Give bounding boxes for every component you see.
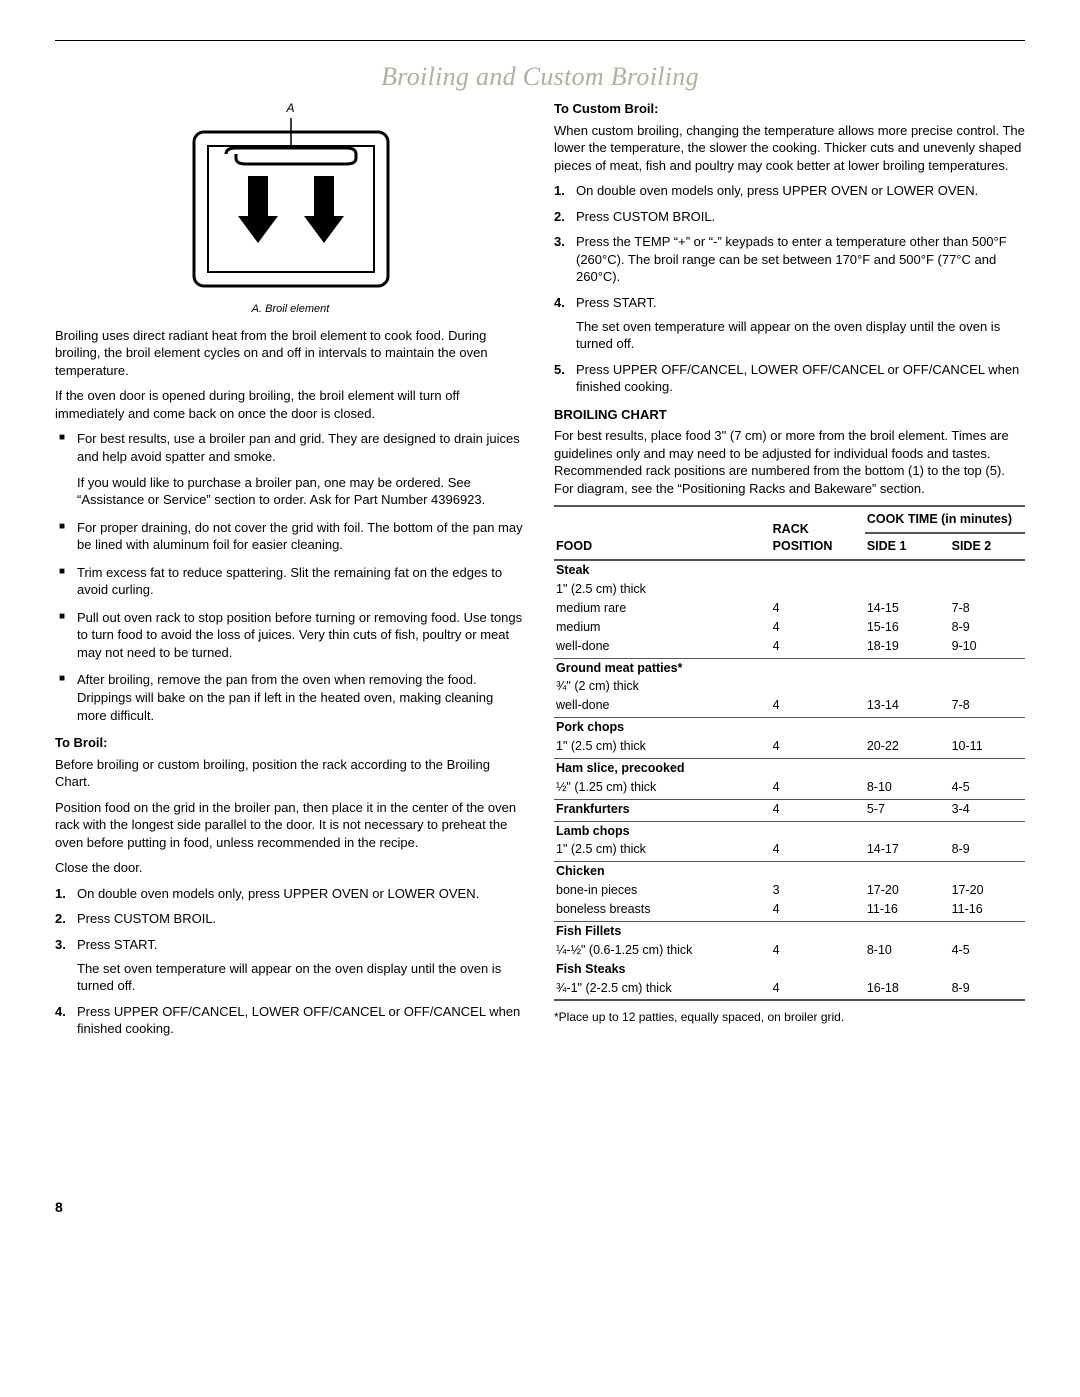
diagram-letter: A xyxy=(55,100,526,116)
tip-4: Pull out oven rack to stop position befo… xyxy=(55,609,526,662)
to-broil-heading: To Broil: xyxy=(55,734,526,752)
table-row: Frankfurters45-73-4 xyxy=(554,799,1025,818)
to-broil-steps: 1.On double oven models only, press UPPE… xyxy=(55,885,526,1038)
table-row: ¼-½" (0.6-1.25 cm) thick48-104-5 xyxy=(554,941,1025,960)
table-row: medium rare414-157-8 xyxy=(554,599,1025,618)
broiling-chart-table: FOOD RACK POSITION COOK TIME (in minutes… xyxy=(554,507,1025,1001)
food-chicken: Chicken xyxy=(554,862,771,881)
table-row: well-done413-147-8 xyxy=(554,696,1025,715)
left-column: A A. Broil element Broiling uses direct … xyxy=(55,100,526,1048)
oven-diagram-icon xyxy=(186,118,396,293)
food-fish-steaks: Fish Steaks xyxy=(554,960,771,979)
food-ham: Ham slice, precooked xyxy=(554,758,771,777)
page-number: 8 xyxy=(55,1198,1025,1217)
tip-1: For best results, use a broiler pan and … xyxy=(55,430,526,508)
broiling-chart-heading: BROILING CHART xyxy=(554,406,1025,424)
two-column-layout: A A. Broil element Broiling uses direct … xyxy=(55,100,1025,1048)
to-broil-p2: Position food on the grid in the broiler… xyxy=(55,799,526,852)
custom-broil-heading: To Custom Broil: xyxy=(554,100,1025,118)
table-row: well-done418-199-10 xyxy=(554,637,1025,656)
tb-step-2: 2.Press CUSTOM BROIL. xyxy=(55,910,526,928)
cb-step-5: 5.Press UPPER OFF/CANCEL, LOWER OFF/CANC… xyxy=(554,361,1025,396)
page-title: Broiling and Custom Broiling xyxy=(55,59,1025,94)
th-side2: SIDE 2 xyxy=(950,533,1025,560)
cb-step-2: 2.Press CUSTOM BROIL. xyxy=(554,208,1025,226)
food-lamb: Lamb chops xyxy=(554,821,771,840)
intro-p2: If the oven door is opened during broili… xyxy=(55,387,526,422)
food-pork: Pork chops xyxy=(554,718,771,737)
table-row: medium415-168-9 xyxy=(554,618,1025,637)
table-row: ½" (1.25 cm) thick48-104-5 xyxy=(554,778,1025,797)
tip-3: Trim excess fat to reduce spattering. Sl… xyxy=(55,564,526,599)
food-frankfurters: Frankfurters xyxy=(554,799,771,818)
table-row: boneless breasts411-1611-16 xyxy=(554,900,1025,919)
th-side1: SIDE 1 xyxy=(865,533,950,560)
tb-step-3: 3. Press START. The set oven temperature… xyxy=(55,936,526,995)
cb-step-3: 3.Press the TEMP “+” or “-” keypads to e… xyxy=(554,233,1025,286)
broil-diagram: A xyxy=(55,100,526,298)
th-food: FOOD xyxy=(554,507,771,560)
cb-step-1: 1.On double oven models only, press UPPE… xyxy=(554,182,1025,200)
chart-footnote: *Place up to 12 patties, equally spaced,… xyxy=(554,1009,1025,1025)
table-row: ¾-1" (2-2.5 cm) thick416-188-9 xyxy=(554,979,1025,998)
custom-broil-p1: When custom broiling, changing the tempe… xyxy=(554,122,1025,175)
cb-step-4: 4. Press START. The set oven temperature… xyxy=(554,294,1025,353)
th-cooktime: COOK TIME (in minutes) xyxy=(865,507,1025,533)
top-rule xyxy=(55,40,1025,41)
broiling-chart-intro: For best results, place food 3" (7 cm) o… xyxy=(554,427,1025,497)
food-fish-fillets: Fish Fillets xyxy=(554,921,771,940)
tips-list: For best results, use a broiler pan and … xyxy=(55,430,526,724)
tip-2: For proper draining, do not cover the gr… xyxy=(55,519,526,554)
food-steak: Steak xyxy=(554,560,771,580)
tb-step-4: 4.Press UPPER OFF/CANCEL, LOWER OFF/CANC… xyxy=(55,1003,526,1038)
right-column: To Custom Broil: When custom broiling, c… xyxy=(554,100,1025,1048)
custom-broil-steps: 1.On double oven models only, press UPPE… xyxy=(554,182,1025,395)
tb-step-1: 1.On double oven models only, press UPPE… xyxy=(55,885,526,903)
table-row: 1" (2.5 cm) thick414-178-9 xyxy=(554,840,1025,859)
tip-5: After broiling, remove the pan from the … xyxy=(55,671,526,724)
table-row: bone-in pieces317-2017-20 xyxy=(554,881,1025,900)
intro-p1: Broiling uses direct radiant heat from t… xyxy=(55,327,526,380)
to-broil-p1: Before broiling or custom broiling, posi… xyxy=(55,756,526,791)
diagram-caption: A. Broil element xyxy=(55,302,526,317)
food-ground-meat: Ground meat patties* xyxy=(554,658,771,677)
th-rack: RACK POSITION xyxy=(771,507,865,560)
table-row: 1" (2.5 cm) thick420-2210-11 xyxy=(554,737,1025,756)
to-broil-p3: Close the door. xyxy=(55,859,526,877)
